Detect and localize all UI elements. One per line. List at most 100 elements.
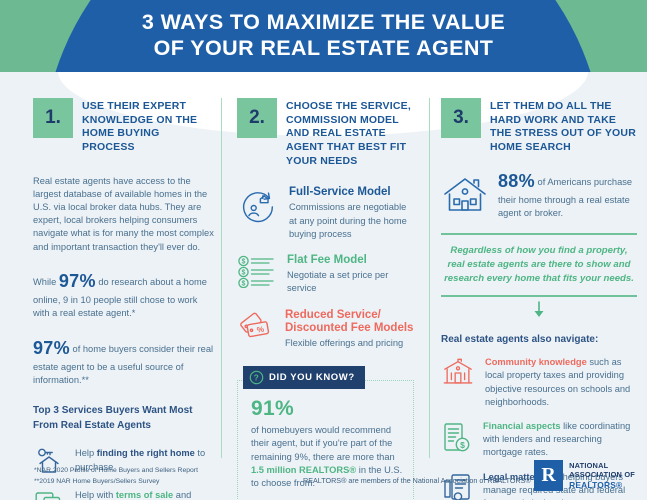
service-highlight: terms of sale [115, 490, 174, 500]
nar-logo-line2: ASSOCIATION OF [569, 470, 635, 480]
citation-1: *NAR 2020 Profile of Home Buyers and Sel… [34, 466, 198, 474]
service-text: Help [75, 448, 97, 459]
navigate-highlight: Financial aspects [483, 420, 561, 431]
section-2-heading: CHOOSE THE SERVICE, COMMISSION MODEL AND… [286, 100, 411, 167]
stat-91: 91% [251, 397, 294, 421]
nar-logo-line3: REALTORS® [569, 479, 623, 490]
stat-88-text: 88% of Americans purchase their home thr… [498, 169, 637, 221]
column-2: 2. CHOOSE THE SERVICE, COMMISSION MODEL … [237, 98, 414, 500]
navigate-subhead: Real estate agents also navigate: [441, 334, 599, 346]
dyk-text-part: in the U.S. to choose from. [251, 464, 403, 488]
house-key-icon [33, 445, 65, 477]
service-item-text: Help with terms of sale and price negoti… [75, 489, 215, 500]
navigate-item-community: Community knowledge such as local proper… [441, 356, 637, 409]
service-text: Help with [75, 490, 116, 500]
stat-88-row: 88% of Americans purchase their home thr… [441, 169, 637, 221]
dyk-text-part: of homebuyers would recommend their agen… [251, 425, 395, 462]
page-title: 3 WAYS TO MAXIMIZE THE VALUE OF YOUR REA… [141, 10, 506, 60]
navigate-item-text: Community knowledge such as local proper… [485, 356, 637, 409]
dyk-highlight: 1.5 million REALTORS® [251, 464, 357, 475]
section-3-number-badge: 3. [441, 98, 481, 138]
svg-text:?: ? [254, 373, 260, 383]
stat-useful-source: 97% of home buyers consider their real e… [33, 336, 215, 388]
model-text: Reduced Service/ Discounted Fee Models F… [285, 309, 413, 351]
svg-text:$: $ [49, 498, 54, 500]
column-divider-1 [221, 98, 222, 458]
header-blue-circle [42, 0, 604, 72]
down-arrow-icon [441, 301, 637, 324]
svg-text:$: $ [242, 281, 246, 288]
house-icon [441, 174, 489, 216]
nar-logo-line1: NATIONAL [569, 461, 609, 470]
service-text: to purchase [75, 448, 206, 472]
did-you-know-label: DID YOU KNOW? [269, 372, 355, 384]
flat-fee-list-icon: $ $ $ [237, 254, 277, 288]
model-desc: Commissions are negotiable at any point … [289, 202, 407, 239]
footer-membership-note: REALTORS® are members of the National As… [303, 476, 531, 485]
footnote-citations: *NAR 2020 Profile of Home Buyers and Sel… [34, 465, 198, 488]
section-3-heading: LET THEM DO ALL THE HARD WORK AND TAKE T… [490, 100, 636, 153]
service-item-terms: $ Help with terms of sale and price nego… [33, 488, 215, 500]
model-reduced-service: % Reduced Service/ Discounted Fee Models… [237, 309, 414, 351]
community-building-icon [441, 357, 475, 389]
header-banner: 3 WAYS TO MAXIMIZE THE VALUE OF YOUR REA… [0, 0, 647, 72]
stat-text: of Americans purchase their home through… [498, 176, 633, 219]
svg-text:%: % [256, 324, 265, 334]
agent-quote: Regardless of how you find a property, r… [441, 233, 637, 298]
service-item-text: Help finding the right home to purchase [75, 447, 215, 473]
citation-2: **2019 NAR Home Buyers/Sellers Survey [34, 478, 160, 486]
stat-97-useful: 97% [33, 337, 70, 358]
model-text: Full-Service Model Commissions are negot… [289, 186, 414, 241]
discount-tags-icon: % [237, 309, 275, 343]
model-flat-fee: $ $ $ Flat Fee Model Negotiate a set pri… [237, 254, 414, 296]
svg-text:$: $ [242, 259, 246, 266]
stat-research-online: While 97% do research about a home onlin… [33, 269, 215, 321]
stat-97-online: 97% [58, 270, 96, 291]
service-highlight: finding the right home [96, 448, 195, 459]
stat-text: do research about a home online, 9 in 10… [33, 276, 207, 319]
chat-dollar-icon: $ [33, 488, 65, 500]
did-you-know-badge: ? DID YOU KNOW? [243, 366, 365, 390]
column-divider-2 [429, 98, 430, 458]
svg-text:$: $ [242, 270, 246, 277]
top-services-subhead: Top 3 Services Buyers Want Most From Rea… [33, 404, 193, 432]
navigate-highlight: Legal matters [483, 471, 544, 482]
question-icon: ? [249, 370, 264, 385]
did-you-know-module: ? DID YOU KNOW? 91% of homebuyers would … [237, 366, 414, 500]
section-1-number-badge: 1. [33, 98, 73, 138]
column-1: 1. USE THEIR EXPERT KNOWLEDGE ON THE HOM… [33, 98, 215, 500]
model-name: Flat Fee Model [287, 253, 367, 266]
did-you-know-text: of homebuyers would recommend their agen… [251, 424, 403, 490]
service-item-find-home: Help finding the right home to purchase [33, 445, 215, 477]
stat-88: 88% [498, 170, 535, 191]
model-desc: Flexible offerings and pricing [285, 338, 404, 349]
nar-logo-mark: R [534, 460, 564, 491]
full-service-cycle-icon [237, 186, 279, 228]
model-name: Full-Service Model [289, 186, 391, 199]
navigate-text: such as local property taxes and providi… [485, 357, 631, 407]
navigate-item-financial: $ Financial aspects like coordinating wi… [441, 420, 637, 460]
column-3: 3. LET THEM DO ALL THE HARD WORK AND TAK… [441, 98, 637, 500]
svg-text:$: $ [460, 440, 465, 450]
model-name: Reduced Service/ Discounted Fee Models [285, 308, 414, 334]
nar-logo-text: NATIONAL ASSOCIATION OF REALTORS® [569, 461, 635, 490]
navigate-highlight: Community knowledge [485, 357, 587, 368]
navigate-item-text: Financial aspects like coordinating with… [483, 420, 637, 460]
section-1-intro: Real estate agents have access to the la… [33, 175, 214, 252]
financial-document-icon: $ [441, 421, 473, 455]
model-text: Flat Fee Model Negotiate a set price per… [287, 254, 414, 296]
model-full-service: Full-Service Model Commissions are negot… [237, 186, 414, 241]
model-desc: Negotiate a set price per service [287, 270, 389, 294]
section-1-heading: USE THEIR EXPERT KNOWLEDGE ON THE HOME B… [82, 100, 198, 153]
nar-logo: R NATIONAL ASSOCIATION OF REALTORS® [534, 460, 635, 491]
navigate-text: like coordinating with lenders and resea… [483, 420, 631, 458]
stat-text: While [33, 276, 59, 287]
section-2-header: 2. CHOOSE THE SERVICE, COMMISSION MODEL … [237, 98, 414, 168]
service-text: and [173, 490, 192, 500]
stat-text: of home buyers consider their real estat… [33, 343, 214, 386]
legal-document-icon [441, 472, 473, 500]
section-3-header: 3. LET THEM DO ALL THE HARD WORK AND TAK… [441, 98, 637, 155]
section-2-number-badge: 2. [237, 98, 277, 138]
section-1-header: 1. USE THEIR EXPERT KNOWLEDGE ON THE HOM… [33, 98, 215, 155]
